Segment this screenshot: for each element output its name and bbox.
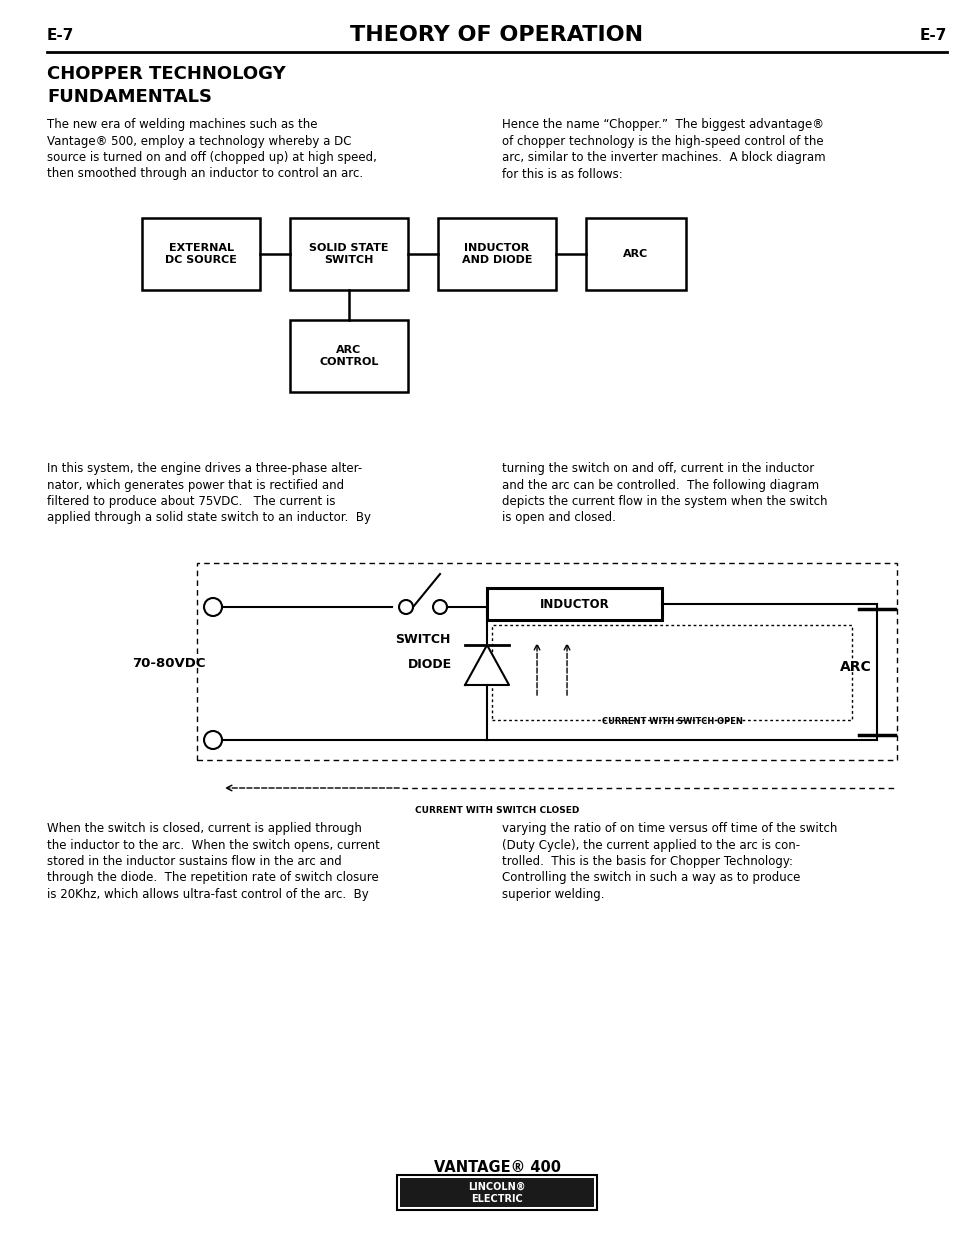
Text: CURRENT WITH SWITCH CLOSED: CURRENT WITH SWITCH CLOSED — [415, 806, 578, 815]
Text: Return to Master TOC: Return to Master TOC — [23, 429, 32, 510]
Text: Hence the name “Chopper.”  The biggest advantage®: Hence the name “Chopper.” The biggest ad… — [501, 119, 823, 131]
Text: then smoothed through an inductor to control an arc.: then smoothed through an inductor to con… — [47, 168, 363, 180]
Text: (Duty Cycle), the current applied to the arc is con-: (Duty Cycle), the current applied to the… — [501, 839, 800, 851]
Text: INDUCTOR: INDUCTOR — [539, 598, 609, 610]
Text: is open and closed.: is open and closed. — [501, 511, 616, 525]
Text: Return to Section TOC: Return to Section TOC — [5, 427, 13, 511]
Text: is 20Khz, which allows ultra-fast control of the arc.  By: is 20Khz, which allows ultra-fast contro… — [47, 888, 369, 902]
Text: Return to Section TOC: Return to Section TOC — [5, 1045, 13, 1129]
Text: the inductor to the arc.  When the switch opens, current: the inductor to the arc. When the switch… — [47, 839, 379, 851]
Bar — [396, 1174, 597, 1210]
Text: Return to Master TOC: Return to Master TOC — [23, 1046, 32, 1128]
Text: superior welding.: superior welding. — [501, 888, 604, 902]
Text: Return to Section TOC: Return to Section TOC — [5, 736, 13, 820]
Text: VANTAGE® 400: VANTAGE® 400 — [433, 1161, 560, 1176]
Text: Controlling the switch in such a way as to produce: Controlling the switch in such a way as … — [501, 872, 800, 884]
Text: Vantage® 500, employ a technology whereby a DC: Vantage® 500, employ a technology whereb… — [47, 135, 351, 147]
Text: 70-80VDC: 70-80VDC — [132, 657, 205, 671]
Text: nator, which generates power that is rectified and: nator, which generates power that is rec… — [47, 478, 344, 492]
Text: arc, similar to the inverter machines.  A block diagram: arc, similar to the inverter machines. A… — [501, 151, 824, 164]
Bar — [487, 588, 661, 620]
Text: Return to Section TOC: Return to Section TOC — [5, 106, 13, 190]
Text: varying the ratio of on time versus off time of the switch: varying the ratio of on time versus off … — [501, 823, 837, 835]
Text: applied through a solid state switch to an inductor.  By: applied through a solid state switch to … — [47, 511, 371, 525]
Text: filtered to produce about 75VDC.   The current is: filtered to produce about 75VDC. The cur… — [47, 495, 335, 508]
Bar — [290, 219, 408, 290]
Bar — [437, 219, 556, 290]
Text: CHOPPER TECHNOLOGY: CHOPPER TECHNOLOGY — [47, 65, 286, 83]
Text: and the arc can be controlled.  The following diagram: and the arc can be controlled. The follo… — [501, 478, 819, 492]
Text: The new era of welding machines such as the: The new era of welding machines such as … — [47, 119, 317, 131]
Bar — [492, 625, 851, 720]
Text: turning the switch on and off, current in the inductor: turning the switch on and off, current i… — [501, 462, 814, 475]
Bar — [142, 219, 260, 290]
Text: THEORY OF OPERATION: THEORY OF OPERATION — [350, 25, 643, 44]
Text: ARC: ARC — [840, 659, 871, 674]
Text: FUNDAMENTALS: FUNDAMENTALS — [47, 88, 212, 106]
Bar — [197, 563, 896, 760]
Text: In this system, the engine drives a three-phase alter-: In this system, the engine drives a thre… — [47, 462, 362, 475]
Text: through the diode.  The repetition rate of switch closure: through the diode. The repetition rate o… — [47, 872, 378, 884]
Text: stored in the inductor sustains flow in the arc and: stored in the inductor sustains flow in … — [47, 855, 341, 868]
Bar — [585, 219, 685, 290]
Text: SOLID STATE
SWITCH: SOLID STATE SWITCH — [309, 243, 389, 266]
Text: INDUCTOR
AND DIODE: INDUCTOR AND DIODE — [461, 243, 532, 266]
Text: EXTERNAL
DC SOURCE: EXTERNAL DC SOURCE — [165, 243, 236, 266]
Text: E-7: E-7 — [919, 27, 946, 42]
Text: When the switch is closed, current is applied through: When the switch is closed, current is ap… — [47, 823, 361, 835]
Text: depicts the current flow in the system when the switch: depicts the current flow in the system w… — [501, 495, 826, 508]
Text: CURRENT WITH SWITCH OPEN: CURRENT WITH SWITCH OPEN — [601, 718, 741, 726]
Text: of chopper technology is the high-speed control of the: of chopper technology is the high-speed … — [501, 135, 822, 147]
Text: E-7: E-7 — [47, 27, 74, 42]
Text: for this is as follows:: for this is as follows: — [501, 168, 622, 180]
Polygon shape — [464, 645, 509, 685]
Text: ARC: ARC — [622, 249, 648, 259]
Text: LINCOLN®
ELECTRIC: LINCOLN® ELECTRIC — [468, 1182, 525, 1204]
Text: Return to Master TOC: Return to Master TOC — [23, 107, 32, 189]
Text: Return to Master TOC: Return to Master TOC — [23, 737, 32, 819]
Text: SWITCH: SWITCH — [395, 634, 450, 646]
Text: DIODE: DIODE — [408, 658, 452, 672]
Bar — [290, 320, 408, 391]
Text: source is turned on and off (chopped up) at high speed,: source is turned on and off (chopped up)… — [47, 151, 376, 164]
Bar — [399, 1178, 594, 1207]
Text: ARC
CONTROL: ARC CONTROL — [319, 345, 378, 367]
Text: trolled.  This is the basis for Chopper Technology:: trolled. This is the basis for Chopper T… — [501, 855, 792, 868]
